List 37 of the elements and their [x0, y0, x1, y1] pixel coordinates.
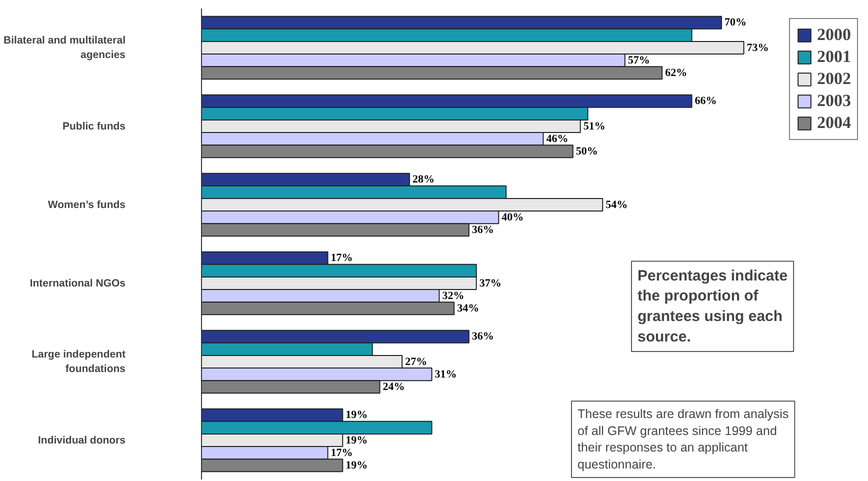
data-label: 50%	[576, 145, 598, 158]
data-label: 62%	[665, 66, 688, 79]
data-label: 27%	[405, 356, 428, 368]
data-label: 46%	[546, 132, 568, 145]
data-label: 17%	[330, 446, 353, 459]
data-label: 17%	[330, 252, 353, 264]
data-label: 57%	[628, 54, 650, 66]
data-label: 19%	[346, 434, 368, 446]
data-label: 54%	[606, 198, 628, 211]
data-label: 66%	[694, 95, 717, 108]
data-label: 36%	[472, 330, 494, 343]
y-tick-label: Women’s funds	[48, 198, 126, 211]
data-label: 40%	[502, 211, 524, 224]
data-label: 34%	[457, 302, 480, 314]
y-tick-label: Large independent foundations	[32, 348, 126, 375]
legend-label: 2004	[817, 113, 851, 133]
data-label: 19%	[346, 409, 368, 422]
y-tick-label: Individual donors	[38, 434, 126, 446]
annotation: Percentages indicate the proportion of grantees using each source.	[638, 267, 788, 346]
legend-label: 2001	[817, 47, 851, 67]
data-label: 32%	[442, 290, 464, 302]
legend-label: 2003	[817, 91, 851, 111]
data-label: 28%	[412, 174, 434, 186]
legend-label: 2002	[817, 69, 851, 89]
y-tick-label: Bilateral and multilateral agencies	[4, 34, 126, 61]
legend-label: 2000	[817, 25, 851, 45]
data-label: 19%	[346, 459, 368, 472]
annotation: These results are drawn from analysis of all GFW grantees since 1999 and their responses to an applicant questionnaire.	[578, 407, 789, 472]
data-label: 70%	[724, 16, 746, 29]
data-label: 31%	[434, 368, 457, 380]
data-label: 51%	[583, 120, 606, 132]
y-tick-label: Public funds	[62, 120, 126, 132]
data-label: 73%	[746, 42, 769, 54]
data-label: 36%	[472, 224, 494, 236]
data-label: 37%	[479, 277, 502, 290]
y-tick-label: International NGOs	[30, 277, 126, 290]
data-label: 24%	[382, 380, 405, 393]
